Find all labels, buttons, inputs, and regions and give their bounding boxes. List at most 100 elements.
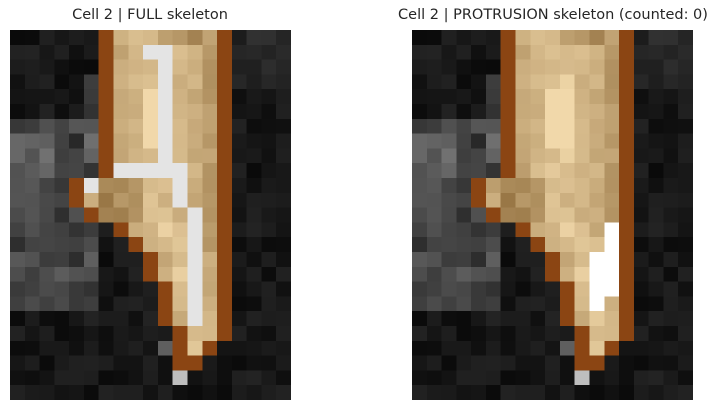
cell-pixel	[515, 118, 531, 134]
background-pixel	[24, 163, 40, 179]
background-pixel	[231, 30, 247, 46]
cell-pixel	[574, 133, 590, 149]
background-pixel	[678, 281, 693, 297]
background-pixel	[441, 163, 457, 179]
background-pixel	[24, 370, 40, 386]
background-pixel	[128, 355, 144, 371]
background-pixel	[412, 74, 428, 90]
background-pixel	[246, 326, 262, 342]
background-pixel	[10, 340, 26, 356]
cell-boundary-pixel	[217, 133, 233, 149]
background-pixel	[69, 207, 85, 223]
background-pixel	[128, 281, 144, 297]
background-pixel	[113, 252, 129, 268]
cell-boundary-pixel	[217, 222, 233, 238]
background-pixel	[426, 192, 442, 208]
background-pixel	[231, 237, 247, 253]
cell-pixel	[187, 104, 203, 120]
cell-pixel	[515, 133, 531, 149]
background-pixel	[530, 370, 546, 386]
background-pixel	[231, 370, 247, 386]
background-pixel	[24, 340, 40, 356]
background-pixel	[633, 133, 649, 149]
background-pixel	[515, 296, 531, 312]
full-skeleton-pixel	[157, 118, 173, 134]
background-pixel	[633, 237, 649, 253]
cell-boundary-pixel	[559, 311, 575, 327]
background-pixel	[83, 340, 100, 356]
cell-boundary-pixel	[471, 178, 487, 194]
background-pixel	[515, 340, 531, 356]
background-pixel	[663, 118, 679, 134]
cell-boundary-pixel	[143, 266, 159, 282]
cell-boundary-pixel	[98, 44, 114, 60]
background-pixel	[412, 385, 428, 400]
cell-pixel	[604, 30, 620, 46]
background-pixel	[515, 385, 531, 400]
cell-boundary-pixel	[619, 30, 635, 46]
cell-boundary-pixel	[619, 44, 635, 60]
background-pixel	[246, 59, 262, 75]
cell-pixel	[604, 178, 620, 194]
cell-pixel	[589, 192, 605, 208]
background-pixel	[83, 237, 100, 253]
full-skeleton-pixel	[157, 163, 173, 179]
background-pixel	[678, 266, 693, 282]
cell-pixel	[545, 30, 561, 46]
cell-pixel	[559, 59, 575, 75]
cell-boundary-pixel	[619, 311, 635, 327]
background-pixel	[426, 163, 442, 179]
background-pixel	[485, 74, 502, 90]
background-pixel	[663, 237, 679, 253]
background-pixel	[515, 281, 531, 297]
background-pixel	[54, 370, 70, 386]
cell-pixel	[172, 237, 188, 253]
cell-boundary-pixel	[157, 311, 173, 327]
cell-pixel	[113, 30, 129, 46]
background-pixel	[83, 311, 100, 327]
background-pixel	[24, 118, 40, 134]
background-pixel	[113, 296, 129, 312]
background-pixel	[678, 192, 693, 208]
full-skeleton-pixel	[157, 89, 173, 105]
background-pixel	[83, 118, 100, 134]
background-pixel	[456, 192, 472, 208]
background-pixel	[217, 370, 233, 386]
background-pixel	[69, 370, 85, 386]
background-pixel	[69, 311, 85, 327]
background-pixel	[24, 281, 40, 297]
background-pixel	[261, 133, 277, 149]
background-pixel	[202, 370, 218, 386]
background-pixel	[246, 192, 262, 208]
background-pixel	[276, 30, 291, 46]
cell-pixel	[604, 118, 620, 134]
background-pixel	[412, 133, 428, 149]
background-pixel	[456, 148, 472, 164]
background-pixel	[648, 163, 664, 179]
background-pixel	[471, 296, 487, 312]
cell-pixel	[172, 266, 188, 282]
full-skeleton-pixel	[187, 252, 203, 268]
background-pixel	[54, 252, 70, 268]
cell-pixel	[545, 118, 561, 134]
background-pixel	[10, 89, 26, 105]
cell-pixel	[143, 74, 159, 90]
background-pixel	[69, 355, 85, 371]
cell-boundary-pixel	[217, 311, 233, 327]
cell-pixel	[172, 74, 188, 90]
background-pixel	[426, 89, 442, 105]
background-pixel	[39, 104, 55, 120]
cell-pixel	[202, 178, 218, 194]
cell-pixel	[515, 148, 531, 164]
cell-pixel	[589, 133, 605, 149]
background-pixel	[663, 355, 679, 371]
background-pixel	[231, 296, 247, 312]
cell-pixel	[515, 178, 531, 194]
cell-pixel	[128, 74, 144, 90]
background-pixel	[426, 237, 442, 253]
background-pixel	[276, 74, 291, 90]
full-skeleton-pixel	[83, 178, 100, 194]
background-pixel	[456, 281, 472, 297]
cell-pixel	[98, 207, 114, 223]
background-pixel	[456, 133, 472, 149]
